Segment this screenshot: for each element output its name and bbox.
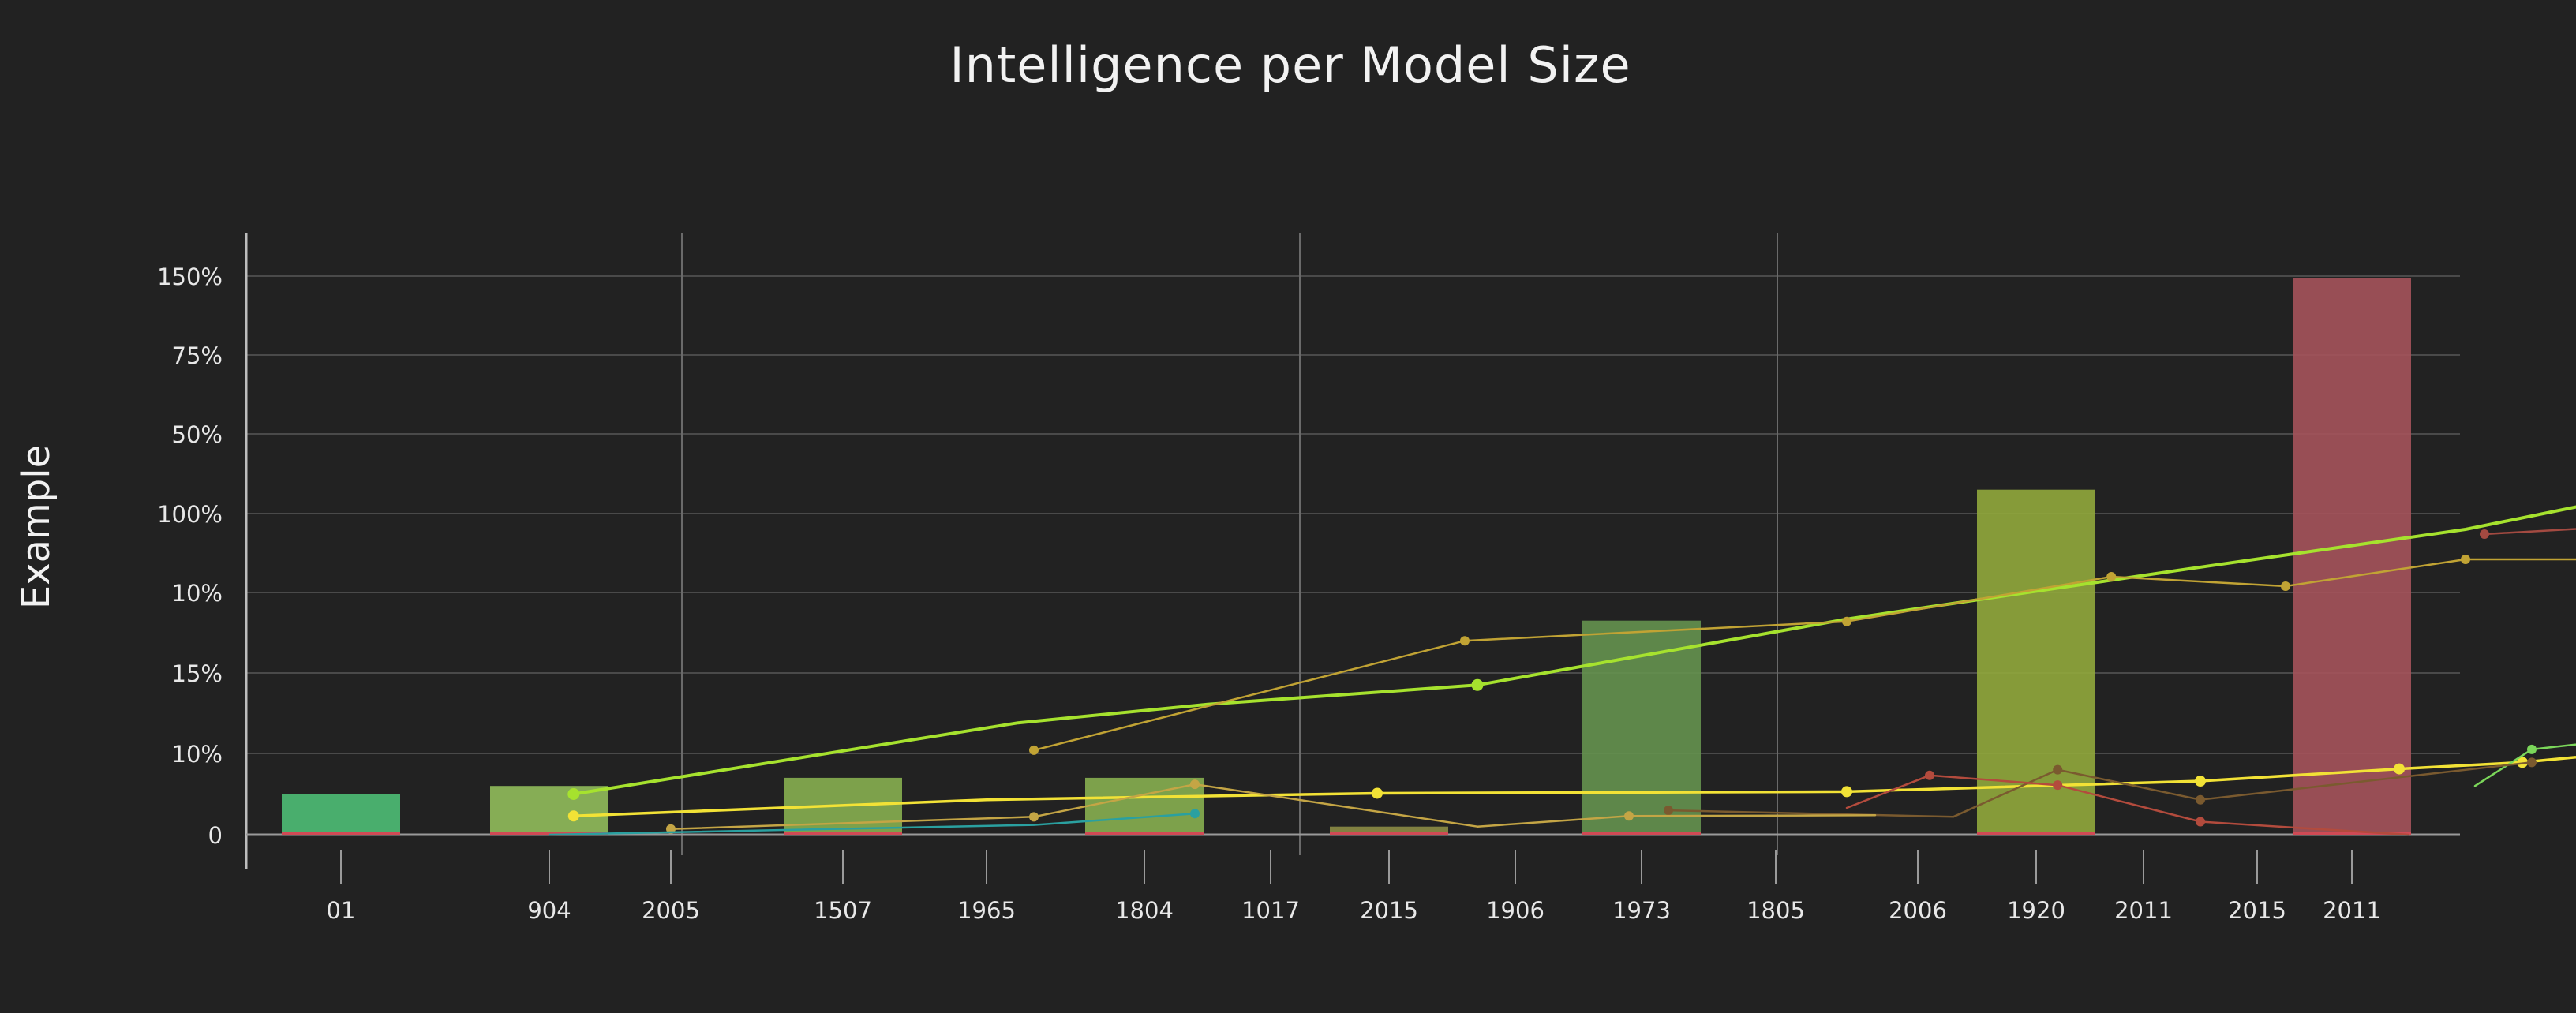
series-point (2106, 572, 2117, 581)
series-point (1624, 811, 1634, 821)
x-tick-label: 1973 (1612, 897, 1671, 924)
bar (490, 786, 608, 835)
y-tick-label: 15% (172, 660, 223, 687)
series-point (1460, 636, 1470, 646)
x-tick-label: 2015 (1360, 897, 1418, 924)
series-point (567, 788, 580, 800)
series-point (1190, 809, 1200, 819)
series-point (1190, 779, 1200, 790)
x-tick-label: 2015 (2228, 897, 2286, 924)
series-point (2480, 529, 2489, 539)
bar (282, 794, 400, 835)
bar (1582, 620, 1701, 835)
series-point (1029, 745, 1039, 755)
series-point (2527, 744, 2537, 754)
series-line (571, 505, 2576, 796)
y-axis-title: Example (14, 445, 58, 609)
y-tick-label: 75% (172, 342, 223, 369)
series-point (2461, 555, 2470, 564)
bar (1330, 826, 1448, 835)
x-tick-label: 1920 (2007, 897, 2065, 924)
bar-base (1582, 832, 1701, 835)
series-point (2196, 817, 2205, 827)
bar (1977, 489, 2095, 835)
bar (2293, 278, 2411, 835)
x-tick-label: 01 (327, 897, 356, 924)
x-tick-label: 2006 (1889, 897, 1947, 924)
x-tick-label: 2005 (642, 897, 700, 924)
x-tick-label: 1507 (814, 897, 872, 924)
y-tick-label: 150% (157, 264, 223, 290)
x-tick-label: 1965 (957, 897, 1016, 924)
x-tick-label: 904 (527, 897, 571, 924)
series-point (2053, 764, 2063, 775)
bar-base (490, 832, 608, 835)
series-point (1925, 770, 1934, 780)
bar-base (1085, 832, 1204, 835)
bar-base (2293, 832, 2411, 835)
chart-title: Intelligence per Model Size (949, 36, 1631, 94)
bar-base (784, 832, 902, 835)
series-point (1664, 806, 1673, 816)
series-point (2196, 794, 2205, 805)
series-point (2281, 581, 2290, 591)
series-point (1372, 787, 1383, 799)
series-line (669, 783, 1877, 831)
series-point (1029, 812, 1039, 822)
y-tick-label: 10% (172, 580, 223, 607)
x-tick-label: 1805 (1747, 897, 1805, 924)
series-point (567, 810, 579, 822)
x-tick-label: 2011 (2323, 897, 2381, 924)
series-point (2195, 776, 2206, 787)
y-tick-label: 10% (172, 741, 223, 768)
bar-base (1330, 832, 1448, 835)
x-tick-label: 1017 (1241, 897, 1300, 924)
series-point (1471, 678, 1484, 691)
series-point (1841, 786, 1852, 798)
y-tick-label: 50% (172, 421, 223, 448)
y-tick-label: 0 (208, 822, 223, 849)
series-point (2053, 780, 2063, 791)
y-tick-label: 100% (157, 501, 223, 528)
series-point (2517, 757, 2528, 768)
x-tick-label: 1906 (1486, 897, 1544, 924)
series-line (548, 812, 1196, 836)
x-tick-label: 2011 (2114, 897, 2173, 924)
series-line (2473, 743, 2576, 787)
series-point (1842, 616, 1852, 626)
series-point (2394, 763, 2405, 775)
bar-base (282, 832, 400, 835)
bar-base (1977, 832, 2095, 835)
plot-area: 0 10% 15% 10% 100% 50% 75% 150% 01 904 2005 1507 196… (157, 233, 2576, 924)
series-point (2527, 757, 2537, 768)
x-tick-label: 1804 (1115, 897, 1174, 924)
